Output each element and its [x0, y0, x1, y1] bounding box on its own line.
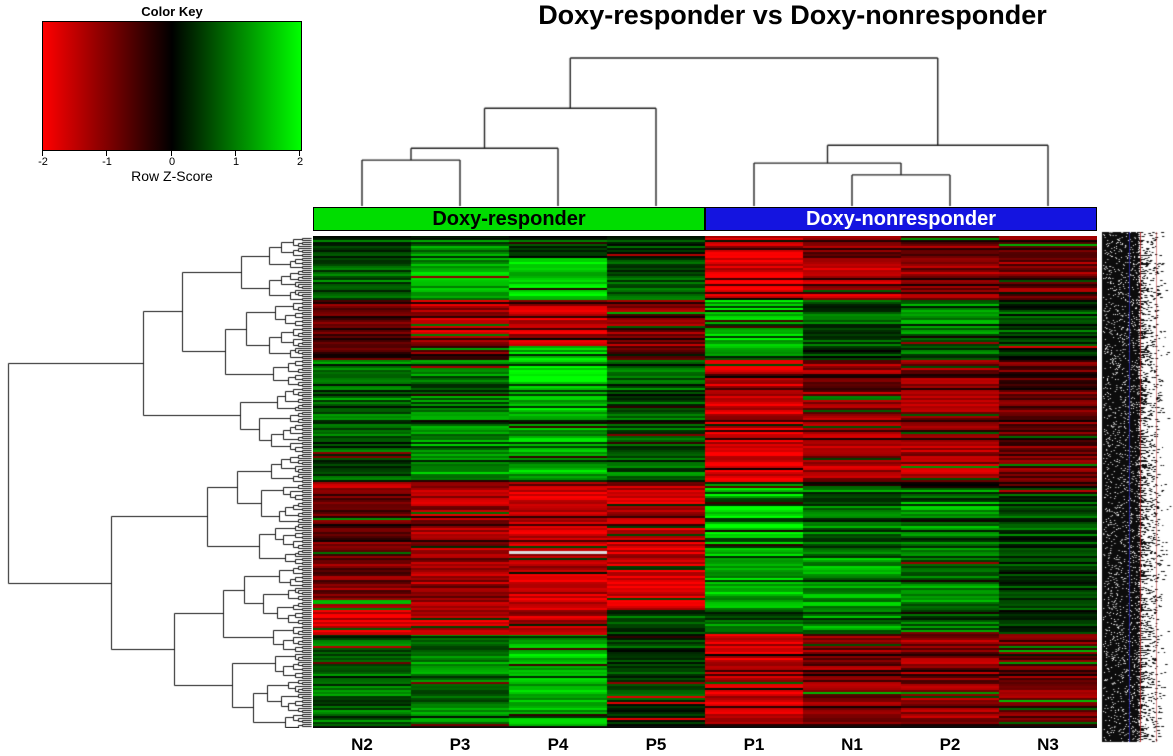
column-label-p2: P2	[939, 735, 961, 754]
color-key-tick	[235, 151, 236, 156]
column-label-n1: N1	[841, 735, 863, 754]
color-key-tick	[171, 151, 172, 156]
color-key-tick-label: 2	[296, 156, 304, 168]
column-label-p1: P1	[743, 735, 765, 754]
color-key-tick-label: 1	[232, 156, 240, 168]
column-label-p3: P3	[449, 735, 471, 754]
column-dendrogram	[313, 50, 1097, 208]
group-bar-doxy-responder: Doxy-responder	[313, 207, 705, 231]
color-key-axis-label: Row Z-Score	[131, 168, 213, 184]
color-key-title: Color Key	[141, 4, 203, 19]
heatmap-matrix	[313, 236, 1097, 728]
group-bar-doxy-nonresponder-label: Doxy-nonresponder	[805, 208, 997, 230]
color-key-tick-label: -1	[102, 156, 112, 168]
color-key: Color Key -2 -1 0 1 2 Row Z-Score	[38, 4, 303, 184]
column-label-n3: N3	[1037, 735, 1059, 754]
column-labels: N2 P3 P4 P5 P1 N1 P2 N3	[313, 735, 1097, 755]
color-key-tick	[299, 151, 300, 156]
color-key-tick	[106, 151, 107, 156]
row-dendrogram	[4, 236, 312, 728]
color-key-tick-label: -2	[38, 156, 48, 168]
row-labels-strip	[1100, 230, 1173, 744]
group-bar-doxy-responder-label: Doxy-responder	[432, 208, 586, 230]
column-label-n2: N2	[351, 735, 373, 754]
color-key-tick-label: 0	[168, 156, 176, 168]
color-key-gradient	[42, 21, 302, 151]
color-key-tick	[42, 151, 43, 156]
figure-title: Doxy-responder vs Doxy-nonresponder	[538, 0, 1047, 30]
column-label-p4: P4	[547, 735, 569, 754]
column-label-p5: P5	[645, 735, 667, 754]
group-bar-doxy-nonresponder: Doxy-nonresponder	[705, 207, 1097, 231]
